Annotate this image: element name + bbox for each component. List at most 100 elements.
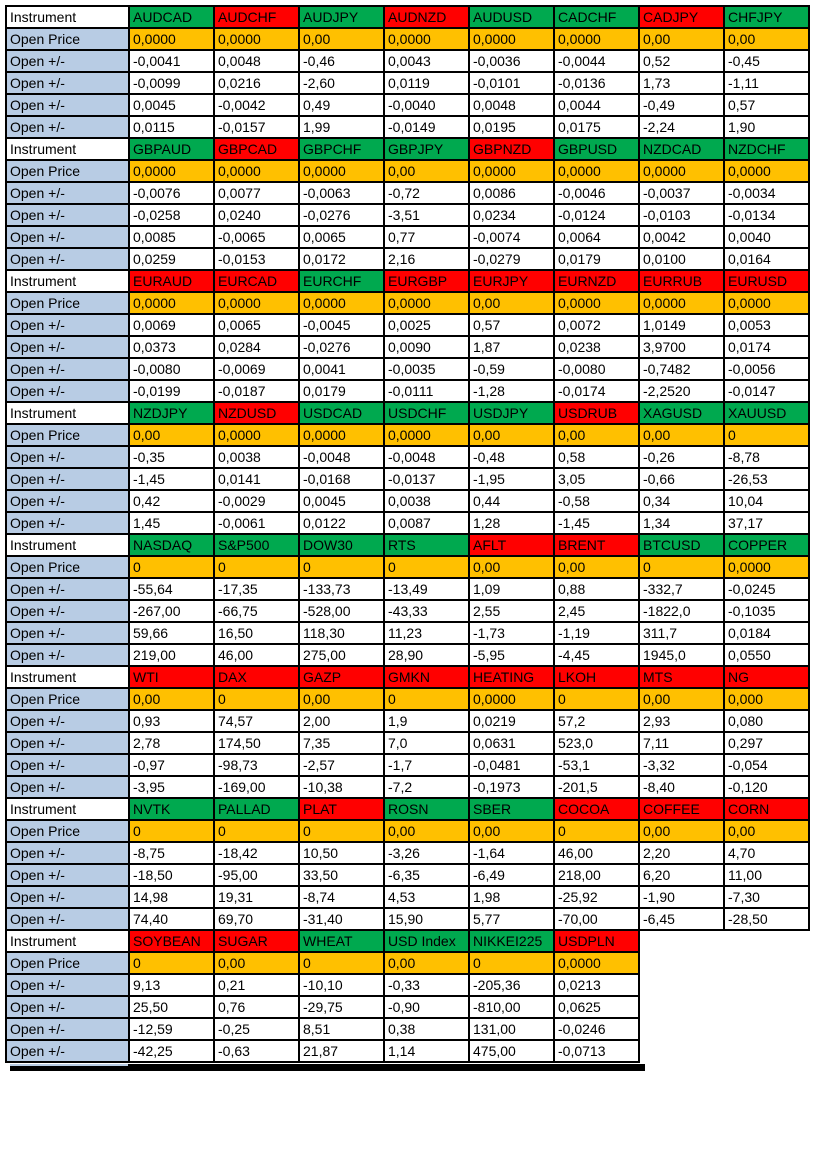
open-delta-cell[interactable]: 0,0090 [383,335,470,359]
open-delta-cell[interactable]: 0,0174 [723,335,810,359]
open-price-cell[interactable]: 0,00 [638,27,725,51]
open-delta-cell[interactable]: 6,20 [638,863,725,887]
open-delta-cell[interactable]: -267,00 [128,599,215,623]
open-delta-cell[interactable]: -25,92 [553,885,640,909]
instrument-name-cell[interactable]: GMKN [383,665,470,689]
open-delta-cell[interactable]: -0,0041 [128,49,215,73]
open-price-cell[interactable]: 0,0000 [383,423,470,447]
row-label-cell[interactable]: Instrument [5,269,130,293]
open-delta-cell[interactable]: -0,0076 [128,181,215,205]
row-label-cell[interactable]: Instrument [5,137,130,161]
open-delta-cell[interactable]: -0,90 [383,995,470,1019]
instrument-name-cell[interactable]: AUDCAD [128,5,215,29]
open-delta-cell[interactable]: -1,28 [468,379,555,403]
instrument-name-cell[interactable]: GBPJPY [383,137,470,161]
open-delta-cell[interactable]: 0,0122 [298,511,385,535]
open-delta-cell[interactable]: -0,0042 [213,93,300,117]
open-delta-cell[interactable]: -31,40 [298,907,385,931]
open-delta-cell[interactable]: 16,50 [213,621,300,645]
open-price-cell[interactable]: 0 [213,687,300,711]
open-delta-cell[interactable]: 1,0149 [638,313,725,337]
open-delta-cell[interactable]: -5,95 [468,643,555,667]
open-price-cell[interactable]: 0,0000 [298,423,385,447]
open-delta-cell[interactable]: 0,0048 [468,93,555,117]
open-delta-cell[interactable]: -133,73 [298,577,385,601]
open-delta-cell[interactable]: -528,00 [298,599,385,623]
open-delta-cell[interactable]: 2,45 [553,599,640,623]
row-label-cell[interactable]: Open +/- [5,247,130,271]
instrument-name-cell[interactable]: CADJPY [638,5,725,29]
instrument-name-cell[interactable]: NZDUSD [213,401,300,425]
open-delta-cell[interactable]: 7,11 [638,731,725,755]
open-delta-cell[interactable]: -0,0157 [213,115,300,139]
open-delta-cell[interactable]: 69,70 [213,907,300,931]
open-delta-cell[interactable]: 0,0048 [213,49,300,73]
row-label-cell[interactable]: Instrument [5,533,130,557]
open-delta-cell[interactable]: -0,0080 [128,357,215,381]
open-delta-cell[interactable]: 0,0164 [723,247,810,271]
open-delta-cell[interactable]: 475,00 [468,1039,555,1063]
open-delta-cell[interactable]: -1,64 [468,841,555,865]
row-label-cell[interactable]: Open +/- [5,445,130,469]
open-price-cell[interactable]: 0,0000 [723,291,810,315]
open-price-cell[interactable]: 0,0000 [298,291,385,315]
row-label-cell[interactable]: Open Price [5,819,130,843]
open-delta-cell[interactable]: -3,51 [383,203,470,227]
open-delta-cell[interactable]: -201,5 [553,775,640,799]
open-price-cell[interactable]: 0,00 [553,423,640,447]
open-delta-cell[interactable]: 0,0625 [553,995,640,1019]
open-price-cell[interactable]: 0,00 [383,819,470,843]
open-delta-cell[interactable]: -0,0103 [638,203,725,227]
open-delta-cell[interactable]: -0,0080 [553,357,640,381]
open-delta-cell[interactable]: 0,0038 [383,489,470,513]
open-delta-cell[interactable]: -95,00 [213,863,300,887]
open-price-cell[interactable]: 0,00 [128,423,215,447]
open-delta-cell[interactable]: 0,0045 [128,93,215,117]
open-price-cell[interactable]: 0,000 [723,687,810,711]
row-label-cell[interactable]: Open Price [5,423,130,447]
open-delta-cell[interactable]: -29,75 [298,995,385,1019]
open-delta-cell[interactable]: 59,66 [128,621,215,645]
open-delta-cell[interactable]: -0,0134 [723,203,810,227]
instrument-name-cell[interactable]: WTI [128,665,215,689]
open-delta-cell[interactable]: -0,0174 [553,379,640,403]
open-price-cell[interactable]: 0 [128,951,215,975]
open-delta-cell[interactable]: 0,42 [128,489,215,513]
open-price-cell[interactable]: 0,0000 [468,159,555,183]
open-delta-cell[interactable]: 33,50 [298,863,385,887]
open-delta-cell[interactable]: -0,0056 [723,357,810,381]
open-delta-cell[interactable]: 2,93 [638,709,725,733]
instrument-name-cell[interactable]: EURGBP [383,269,470,293]
open-delta-cell[interactable]: 46,00 [553,841,640,865]
open-delta-cell[interactable]: 131,00 [468,1017,555,1041]
instrument-name-cell[interactable]: EURRUB [638,269,725,293]
open-delta-cell[interactable]: 1,99 [298,115,385,139]
open-delta-cell[interactable]: -0,0035 [383,357,470,381]
open-delta-cell[interactable]: 74,40 [128,907,215,931]
open-delta-cell[interactable]: 1,90 [723,115,810,139]
open-delta-cell[interactable]: -7,30 [723,885,810,909]
instrument-name-cell[interactable]: COCOA [553,797,640,821]
open-delta-cell[interactable]: 25,50 [128,995,215,1019]
open-delta-cell[interactable]: -2,57 [298,753,385,777]
row-label-cell[interactable]: Open +/- [5,1039,130,1063]
open-price-cell[interactable]: 0 [213,555,300,579]
instrument-name-cell[interactable]: AUDNZD [383,5,470,29]
open-delta-cell[interactable]: -6,49 [468,863,555,887]
instrument-name-cell[interactable]: DOW30 [298,533,385,557]
open-delta-cell[interactable]: 3,05 [553,467,640,491]
open-delta-cell[interactable]: 1,98 [468,885,555,909]
open-delta-cell[interactable]: 0,34 [638,489,725,513]
open-delta-cell[interactable]: 0,0119 [383,71,470,95]
open-price-cell[interactable]: 0,0000 [213,423,300,447]
open-delta-cell[interactable]: 0,0043 [383,49,470,73]
instrument-name-cell[interactable]: BRENT [553,533,640,557]
open-delta-cell[interactable]: 1,45 [128,511,215,535]
open-delta-cell[interactable]: -1,73 [468,621,555,645]
open-price-cell[interactable]: 0,00 [468,819,555,843]
row-label-cell[interactable]: Open +/- [5,115,130,139]
open-delta-cell[interactable]: -0,1973 [468,775,555,799]
open-delta-cell[interactable]: -0,46 [298,49,385,73]
row-label-cell[interactable]: Open +/- [5,621,130,645]
open-delta-cell[interactable]: -0,0101 [468,71,555,95]
